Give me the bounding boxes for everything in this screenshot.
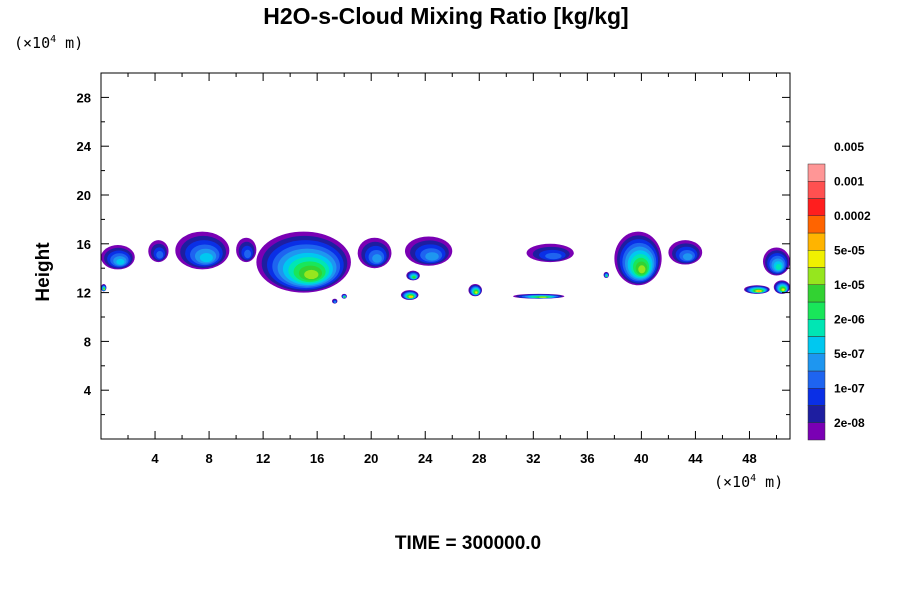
cloud-region [256, 231, 351, 293]
colorbar-swatch [807, 250, 826, 268]
contour-level [545, 252, 562, 260]
contour-level [425, 252, 439, 261]
contour-level [682, 253, 693, 261]
contour-level [156, 251, 164, 259]
colorbar-swatch [807, 319, 826, 337]
colorbar-swatch [807, 267, 826, 285]
contour-level [343, 296, 346, 299]
time-label: TIME = 300000.0 [395, 533, 541, 554]
y-tick-label: 28 [77, 90, 91, 105]
contour-level [782, 288, 785, 291]
x-tick-label: 44 [688, 451, 703, 466]
cloud-region [668, 240, 703, 265]
colorbar-swatch [807, 422, 826, 441]
cloud-region [773, 280, 790, 294]
contour-level [605, 275, 608, 277]
colorbar-swatch [807, 215, 826, 234]
colorbar-label: 0.001 [834, 174, 864, 188]
x-tick-label: 48 [742, 451, 756, 466]
colorbar-label: 0.005 [834, 140, 864, 154]
y-tick-label: 16 [77, 237, 91, 252]
cloud-region [400, 290, 419, 300]
x-tick-label: 4 [151, 451, 159, 466]
x-tick-label: 8 [205, 451, 212, 466]
colorbar-swatch [807, 336, 826, 354]
colorbar-label: 1e-07 [834, 381, 865, 395]
cloud-region [762, 247, 790, 276]
x-tick-label: 16 [310, 451, 324, 466]
contour-level [775, 263, 782, 270]
colorbar-swatch [807, 301, 826, 320]
cloud-region [744, 285, 770, 294]
cloud-region [468, 284, 482, 297]
cloud-region [603, 271, 609, 278]
contour-level [413, 276, 416, 279]
colorbar-swatch [807, 163, 826, 182]
cloud-region [404, 236, 453, 266]
colorbar-swatch [807, 353, 826, 372]
cloud-region [357, 237, 392, 269]
colorbar-swatch [807, 388, 826, 406]
x-unit-label: (×104 m) [714, 473, 783, 491]
y-tick-label: 24 [77, 139, 92, 154]
colorbar-swatch [807, 370, 826, 389]
y-tick-label: 20 [77, 188, 91, 203]
x-tick-label: 20 [364, 451, 378, 466]
y-tick-label: 12 [77, 286, 91, 301]
chart-title: H2O-s-Cloud Mixing Ratio [kg/kg] [263, 3, 628, 29]
y-unit-label: (×104 m) [14, 34, 83, 52]
contour-level [103, 288, 105, 291]
contour-fill [101, 231, 790, 304]
colorbar-swatch [807, 284, 826, 303]
cloud-region [175, 231, 230, 270]
colorbar-label: 0.0002 [834, 209, 871, 223]
x-tick-label: 40 [634, 451, 648, 466]
contour-level [334, 301, 336, 303]
colorbar-swatch [807, 181, 826, 199]
contour-level [638, 265, 646, 274]
cloud-region [332, 298, 338, 304]
cloud-region [526, 243, 574, 263]
colorbar-label: 2e-06 [834, 312, 865, 326]
colorbar-label: 5e-05 [834, 243, 865, 257]
colorbar-label: 1e-05 [834, 278, 865, 292]
contour-level [410, 296, 413, 298]
contour-level [304, 269, 319, 280]
y-axis: 4 8 12 16 20 24 28 [77, 90, 790, 416]
contour-level [539, 296, 547, 299]
colorbar-swatch [807, 232, 826, 251]
colorbar-label: 2e-08 [834, 416, 865, 430]
y-axis-label: Height [33, 242, 54, 302]
cloud-region [406, 270, 420, 281]
colorbar-swatch [807, 198, 826, 216]
colorbar-swatch [807, 405, 826, 423]
x-tick-label: 12 [256, 451, 270, 466]
x-tick-label: 32 [526, 451, 540, 466]
x-tick-label: 28 [472, 451, 486, 466]
contour-level [475, 291, 478, 294]
cloud-region [236, 237, 257, 263]
x-axis: 4 8 12 16 20 24 28 32 36 40 44 48 [127, 73, 777, 466]
contour-level [116, 258, 125, 265]
contour-level [757, 290, 761, 293]
cloud-region [513, 293, 565, 299]
colorbar-label: 5e-07 [834, 347, 865, 361]
y-tick-label: 8 [84, 334, 91, 349]
plot-frame [100, 72, 791, 440]
cloud-region [614, 231, 662, 286]
contour-level [244, 249, 252, 259]
cloud-region [101, 245, 135, 270]
cloud-region [341, 293, 347, 299]
y-tick-label: 4 [84, 383, 92, 398]
contour-level [199, 253, 213, 263]
colorbar: 2e-08 1e-07 5e-07 2e-06 1e-05 5e-05 0.0002 0.00… [807, 140, 871, 441]
x-tick-label: 36 [580, 451, 594, 466]
cloud-region [101, 284, 107, 292]
contour-level [372, 254, 382, 263]
cloud-region [148, 240, 169, 263]
x-tick-label: 24 [418, 451, 433, 466]
